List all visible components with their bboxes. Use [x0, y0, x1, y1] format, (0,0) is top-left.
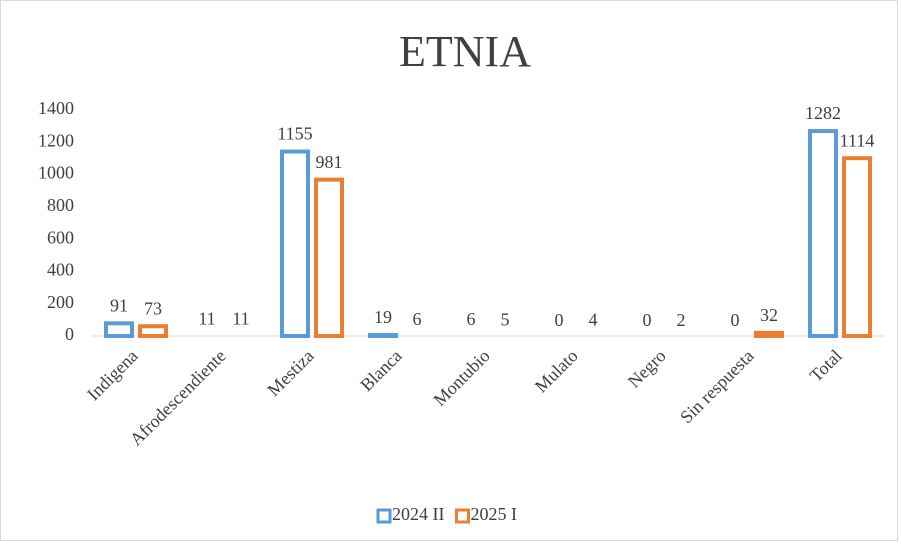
legend-label: 2025 I [471, 504, 518, 524]
data-label: 91 [110, 295, 128, 315]
data-label: 4 [589, 309, 598, 329]
data-label: 1282 [805, 103, 841, 123]
y-tick-label: 0 [65, 324, 74, 344]
y-tick-label: 1400 [38, 98, 74, 118]
bar [754, 330, 784, 339]
data-label: 0 [643, 310, 652, 330]
data-label: 5 [501, 309, 510, 329]
data-label: 6 [467, 309, 476, 329]
y-tick-label: 400 [47, 260, 74, 280]
bar [138, 324, 168, 339]
bar [808, 129, 838, 338]
data-label: 981 [316, 152, 343, 172]
y-tick-label: 600 [47, 227, 74, 247]
data-label: 1155 [277, 124, 312, 144]
data-label: 2 [677, 310, 686, 330]
data-label: 73 [144, 298, 162, 318]
y-tick-label: 1200 [38, 130, 74, 150]
data-label: 0 [555, 310, 564, 330]
legend-label: 2024 II [392, 504, 445, 524]
chart-title: ETNIA [399, 27, 531, 76]
y-tick-label: 200 [47, 292, 74, 312]
data-label: 11 [198, 308, 215, 328]
y-tick-label: 800 [47, 195, 74, 215]
data-label: 6 [413, 309, 422, 329]
legend-swatch [455, 508, 470, 524]
bar [314, 177, 344, 338]
data-label: 32 [760, 305, 778, 325]
data-label: 19 [374, 307, 392, 327]
bar [842, 156, 872, 338]
legend-swatch [376, 508, 392, 524]
data-label: 11 [232, 308, 249, 328]
bar [280, 149, 310, 338]
data-label: 0 [731, 310, 740, 330]
bar [104, 321, 134, 338]
data-label: 1114 [840, 130, 875, 150]
y-tick-label: 1000 [38, 163, 74, 183]
bar [368, 332, 398, 339]
